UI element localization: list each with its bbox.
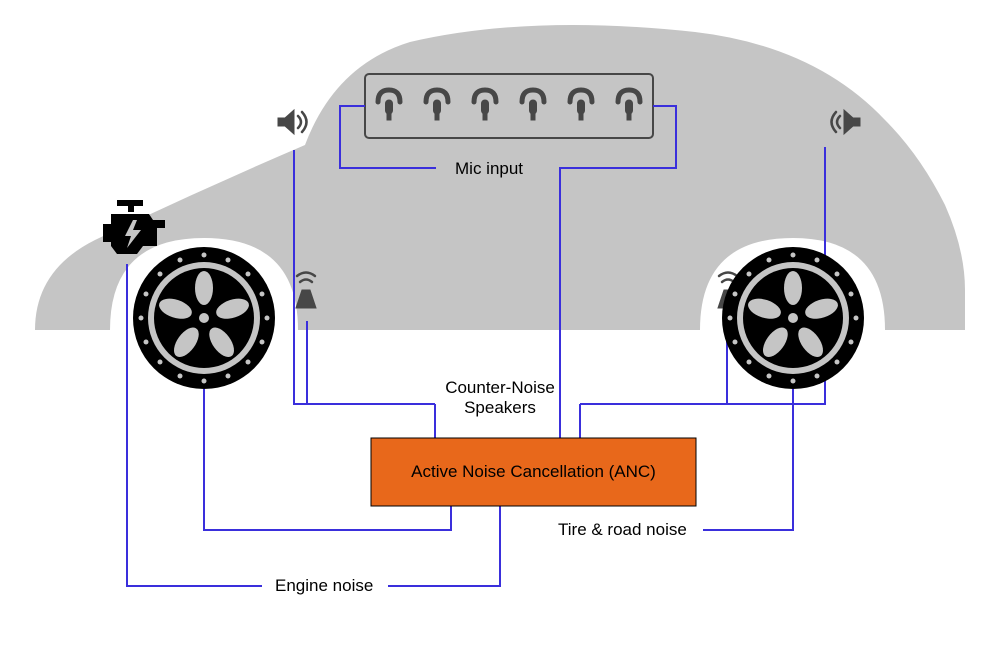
mic-bar xyxy=(365,74,653,138)
wheel-front-icon xyxy=(133,247,275,389)
tire-road-noise-label: Tire & road noise xyxy=(558,520,687,540)
counter-noise-line1: Counter-Noise xyxy=(445,378,555,398)
diagram-canvas: Mic input Counter-Noise Speakers Tire & … xyxy=(0,0,1000,647)
diagram-svg xyxy=(0,0,1000,647)
engine-icon xyxy=(103,200,165,254)
engine-noise-label: Engine noise xyxy=(275,576,373,596)
anc-box-label: Active Noise Cancellation (ANC) xyxy=(371,438,696,506)
speaker-top-left-icon xyxy=(278,110,307,134)
mic-input-label: Mic input xyxy=(455,159,523,179)
counter-noise-line2: Speakers xyxy=(445,398,555,418)
wheel-rear-icon xyxy=(722,247,864,389)
counter-noise-label: Counter-Noise Speakers xyxy=(445,378,555,419)
